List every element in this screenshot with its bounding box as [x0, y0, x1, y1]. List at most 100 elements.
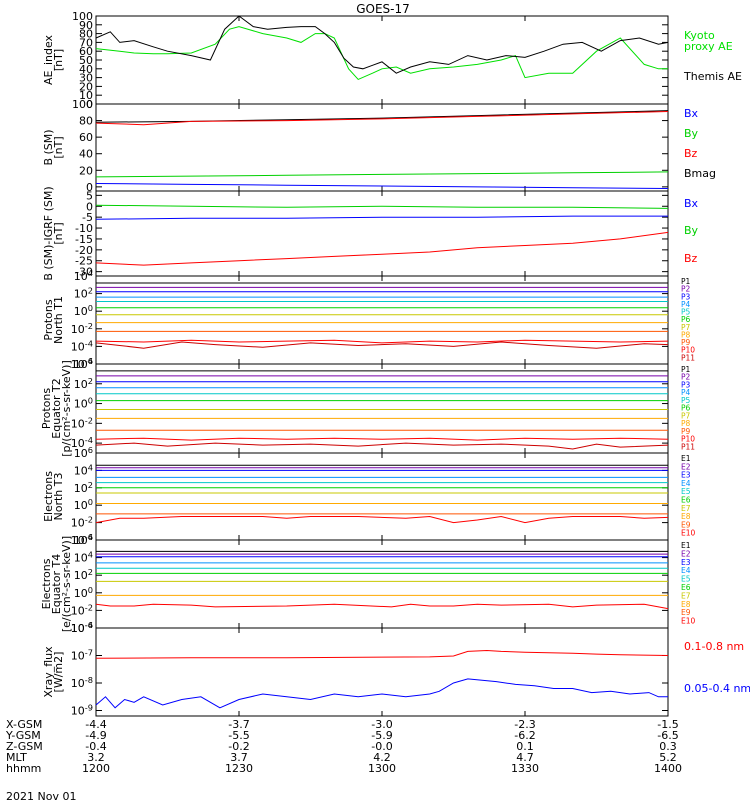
legend-entry: P7: [681, 411, 691, 420]
legend-entry: E8: [681, 600, 691, 609]
y-axis-label: Protons: [42, 299, 55, 340]
y-axis-label: [nT]: [52, 49, 65, 71]
y-tick-label: -15: [75, 233, 93, 246]
legend-entry: proxy AE: [684, 40, 733, 53]
x-axis-value: -0.2: [228, 740, 249, 753]
y-tick-label: 20: [79, 80, 93, 93]
legend-entry: E7: [681, 504, 691, 513]
legend-entry: E5: [681, 575, 691, 584]
y-tick-label: 104: [74, 356, 93, 371]
legend-entry: P8: [681, 419, 691, 428]
y-tick-label: 10-6: [71, 620, 93, 635]
y-tick-label: 40: [79, 63, 93, 76]
legend-entry: P9: [681, 338, 691, 347]
y-tick-label: 90: [79, 19, 93, 32]
y-tick-label: 10-4: [71, 338, 93, 353]
panel-frame: [95, 627, 669, 717]
series-line-bz: [95, 231, 669, 266]
x-axis-value: -6.5: [657, 729, 678, 742]
series-line-p10: [95, 339, 669, 344]
legend-entry: P2: [681, 285, 691, 294]
legend-entry: E1: [681, 454, 691, 463]
legend-entry: P5: [681, 308, 691, 317]
y-tick-label: 100: [74, 396, 93, 411]
legend-entry: E9: [681, 520, 691, 529]
x-axis-row-label: hhmm: [6, 762, 41, 775]
y-tick-label: 10-4: [71, 435, 93, 450]
legend-entry: P1: [681, 277, 691, 286]
x-axis-value: -4.9: [85, 729, 106, 742]
legend-entry: E10: [681, 529, 696, 538]
y-tick-label: 100: [74, 303, 93, 318]
x-axis-row-label: MLT: [6, 751, 27, 764]
legend-entry: P1: [681, 365, 691, 374]
legend-entry: P4: [681, 300, 691, 309]
x-axis-value: -4.4: [85, 718, 106, 731]
y-tick-label: 80: [79, 28, 93, 41]
y-tick-label: 102: [74, 286, 93, 301]
y-tick-label: 10-2: [71, 515, 93, 530]
y-tick-label: 0: [86, 181, 93, 194]
y-tick-label: 102: [74, 567, 93, 582]
series-line-bz: [95, 111, 669, 126]
x-axis-value: 1330: [511, 762, 539, 775]
legend-entry: P3: [681, 292, 691, 301]
y-axis-label: [nT]: [52, 136, 65, 158]
legend-entry: E10: [681, 617, 696, 626]
y-tick-label: 20: [79, 164, 93, 177]
x-axis-row-label: Z-GSM: [6, 740, 43, 753]
y-axis-label: Equator T2: [50, 378, 63, 438]
y-tick-label: 10-2: [71, 321, 93, 336]
x-axis-row-label: X-GSM: [6, 718, 42, 731]
y-axis-label: [W/m2]: [52, 652, 65, 693]
y-tick-label: 104: [74, 550, 93, 565]
series-line-themis-ae: [95, 15, 669, 74]
panel-frame: [95, 103, 669, 192]
y-axis-label: B (SM)-IGRF (SM): [42, 186, 55, 280]
x-axis-value: 0.3: [659, 740, 677, 753]
series-line-p10: [95, 437, 669, 441]
y-tick-label: -5: [82, 211, 93, 224]
x-axis-value: -3.7: [228, 718, 249, 731]
legend-entry: P11: [681, 353, 695, 362]
legend-entry: E5: [681, 487, 691, 496]
series-line-e10: [95, 515, 669, 524]
y-tick-label: 60: [79, 45, 93, 58]
legend-entry: P9: [681, 427, 691, 436]
y-tick-label: 104: [74, 268, 93, 283]
y-tick-label: -30: [75, 266, 93, 279]
legend-entry: E2: [681, 549, 691, 558]
legend-entry: P3: [681, 381, 691, 390]
series-line-kyoto-proxy-ae: [95, 26, 668, 81]
x-axis-value: -0.4: [85, 740, 106, 753]
panel-frame: [95, 15, 669, 105]
y-tick-label: 50: [79, 54, 93, 67]
x-axis-row-label: Y-GSM: [5, 729, 41, 742]
x-axis-table: X-GSM -4.4 -3.7 -3.0 -2.3 -1.5 Y-GSM -4.9 -5.5 -5…: [5, 718, 682, 775]
y-axis-label: Electrons: [40, 558, 53, 609]
y-tick-label: 10: [79, 89, 93, 102]
y-tick-label: 40: [79, 148, 93, 161]
x-axis-value: -6.2: [514, 729, 535, 742]
panels-group: 0102030405060708090100AE_index[nT]Kyotop…: [40, 10, 750, 718]
y-tick-label: 106: [74, 445, 93, 460]
y-tick-label: 102: [74, 480, 93, 495]
y-axis-label: [p/(cm²-s-sr-keV)]: [60, 360, 73, 457]
legend-entry: E1: [681, 541, 691, 550]
legend-entry: E2: [681, 462, 691, 471]
legend-entry: E3: [681, 471, 691, 480]
y-tick-label: 0: [86, 98, 93, 111]
legend-entry: Themis AE: [683, 70, 742, 83]
x-axis-value: 1200: [82, 762, 110, 775]
y-tick-label: 80: [79, 115, 93, 128]
y-tick-label: 100: [74, 497, 93, 512]
y-axis-label: Xray_flux: [42, 646, 55, 698]
legend-entry: By: [684, 224, 699, 237]
legend-entry: E6: [681, 496, 691, 505]
legend-entry: By: [684, 127, 699, 140]
y-tick-label: 10-2: [71, 602, 93, 617]
y-tick-label: 104: [74, 462, 93, 477]
